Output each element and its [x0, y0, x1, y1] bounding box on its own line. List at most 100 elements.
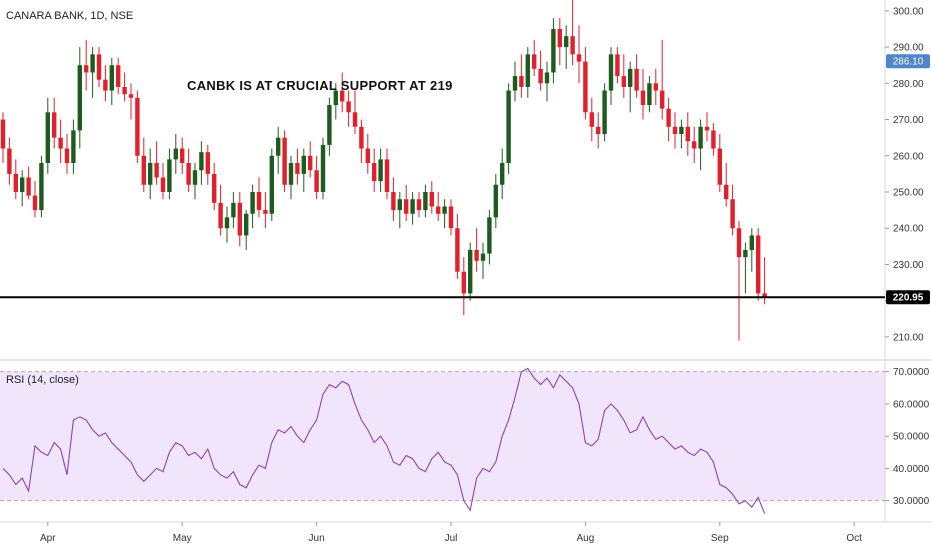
candle-body	[423, 191, 428, 211]
candle-body	[564, 36, 569, 48]
candle-body	[378, 159, 383, 182]
candle-body	[84, 65, 89, 73]
candle-body	[192, 170, 198, 185]
candle-body	[404, 199, 409, 214]
candle-body	[493, 184, 498, 218]
candle-body	[628, 68, 633, 87]
candle-body	[32, 195, 38, 211]
candle-body	[410, 199, 415, 214]
rsi-tick-label: 60.0000	[893, 399, 930, 410]
candle-body	[90, 54, 95, 73]
candle-body	[512, 76, 518, 91]
rsi-tick-label: 70.0000	[893, 367, 930, 378]
candle-body	[583, 61, 588, 113]
candle-body	[20, 177, 25, 192]
candle-body	[7, 148, 12, 174]
candle-body	[154, 163, 159, 178]
candle-body	[128, 94, 134, 98]
candle-body	[666, 108, 671, 127]
candle-body	[340, 90, 345, 102]
candle-body	[660, 90, 665, 109]
rsi-line	[2, 367, 766, 514]
candle-body	[282, 137, 287, 185]
candle-body	[647, 83, 652, 106]
candle-body	[749, 235, 754, 250]
price-tick-label: 270.00	[893, 115, 924, 126]
time-tick-label: May	[173, 533, 192, 544]
candle-body	[487, 217, 492, 254]
candle-body	[205, 152, 210, 174]
chart-annotation: CANBK IS AT CRUCIAL SUPPORT AT 219	[187, 78, 453, 93]
candle-body	[717, 148, 722, 185]
candle-body	[615, 54, 620, 77]
candle-body	[429, 191, 434, 207]
time-tick-label: Jul	[445, 533, 458, 544]
rsi-tick-label: 30.0000	[893, 496, 930, 507]
candle-body	[256, 191, 262, 211]
time-axis: Apr May Jun Jul Aug Sep Oct	[40, 522, 862, 544]
last-price-badge: 286.10	[886, 54, 930, 69]
candle-body	[474, 249, 479, 261]
last-price-label: 286.10	[893, 57, 924, 68]
candle-body	[148, 163, 153, 185]
candle-body	[250, 191, 255, 214]
support-price-badge: 220.95	[886, 290, 930, 305]
candle-body	[500, 163, 505, 185]
candle-body	[212, 173, 217, 203]
price-tick-label: 290.00	[893, 43, 924, 54]
candle-body	[320, 144, 326, 192]
candle-body	[679, 126, 684, 135]
candle-body	[525, 54, 530, 87]
candle-body	[372, 163, 377, 182]
candle-body	[301, 155, 306, 174]
candle-body	[122, 86, 127, 95]
candle-body	[532, 54, 537, 69]
candle-body	[589, 112, 594, 127]
candle-body	[352, 112, 358, 127]
rsi-label: RSI (14, close)	[6, 374, 79, 386]
candle-body	[186, 163, 191, 185]
candle-body	[685, 126, 690, 142]
candle-body	[653, 83, 658, 91]
rsi-axis: 70.0000 60.0000 50.0000 40.0000 30.0000	[885, 367, 930, 507]
candle-body	[365, 148, 370, 164]
candle-body	[141, 155, 146, 185]
candle-body	[442, 206, 447, 214]
candle-body	[218, 202, 223, 229]
candle-body	[640, 90, 646, 106]
candle-body	[327, 105, 332, 145]
candle-body	[544, 72, 550, 84]
candle-body	[180, 148, 185, 164]
candle-body	[308, 155, 313, 171]
candle-body	[116, 65, 121, 87]
time-tick-label: Oct	[846, 533, 862, 544]
candle-body	[551, 28, 556, 73]
candle-body	[397, 199, 402, 211]
candle-body	[237, 202, 242, 236]
candle-body	[224, 217, 230, 229]
candle-body	[359, 126, 364, 149]
candle-body	[77, 65, 82, 131]
candle-body	[269, 155, 274, 214]
candle-body	[416, 199, 422, 211]
price-tick-label: 240.00	[893, 224, 924, 235]
candles-group	[0, 0, 767, 341]
candle-body	[455, 228, 460, 272]
price-tick-label: 300.00	[893, 6, 924, 17]
candle-body	[698, 126, 703, 149]
candle-body	[621, 76, 626, 87]
chart-title: CANARA BANK, 1D, NSE	[6, 10, 133, 22]
candle-body	[576, 54, 582, 62]
price-tick-label: 280.00	[893, 79, 924, 90]
candle-body	[762, 293, 767, 298]
rsi-line-group	[2, 367, 766, 514]
price-tick-label: 210.00	[893, 332, 924, 343]
candle-body	[26, 177, 31, 196]
support-price-label: 220.95	[893, 293, 924, 304]
candle-body	[244, 213, 249, 236]
price-tick-label: 230.00	[893, 260, 924, 271]
candle-body	[391, 191, 396, 211]
candle-body	[506, 90, 511, 164]
